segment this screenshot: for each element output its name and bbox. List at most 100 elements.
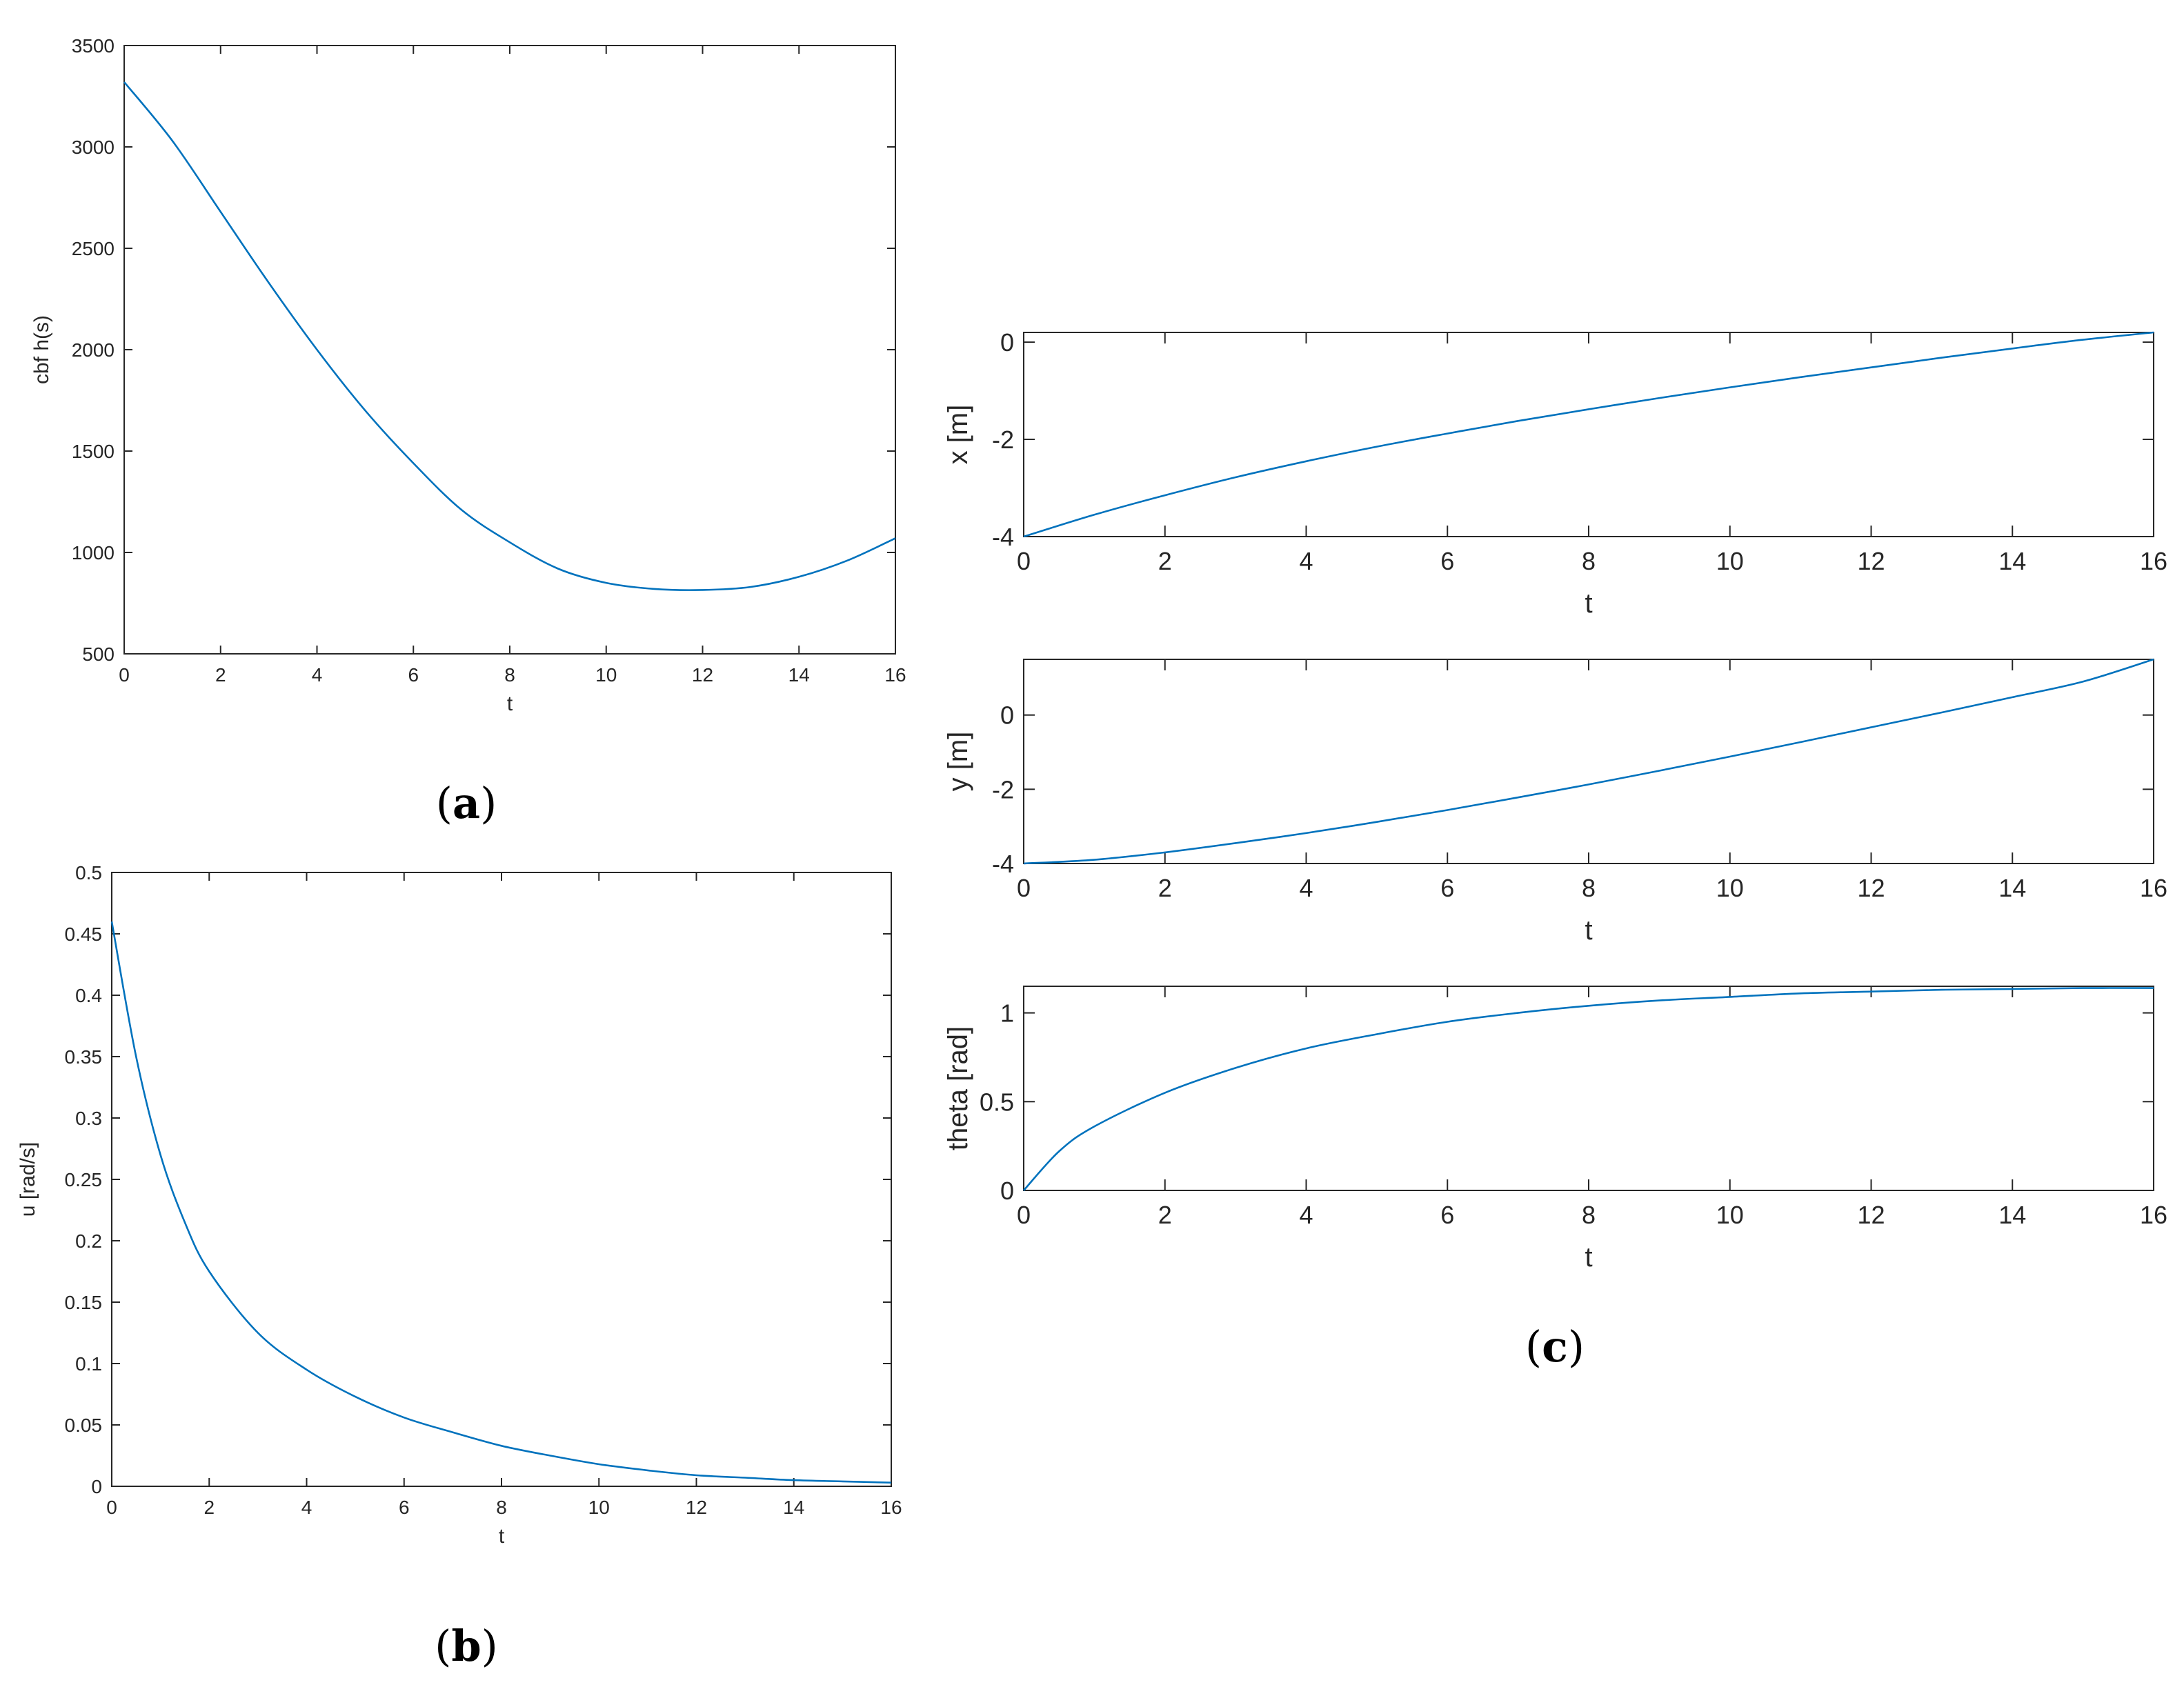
x-tick-label: 4 (1299, 547, 1313, 575)
y-tick-label: 0.5 (75, 862, 102, 884)
x-tick-label: 12 (692, 664, 713, 686)
x-tick-label: 6 (1440, 1201, 1454, 1229)
x-axis-label: t (499, 1525, 505, 1548)
chart-c2: 0 2 4 6 8 10 12 14 16 -4 -2 0 t y [m] (943, 658, 2167, 946)
x-tick-label: 10 (1716, 1201, 1744, 1229)
y-axis-label: u [rad/s] (17, 1142, 39, 1217)
x-tick-label: 16 (884, 664, 906, 686)
x-tick-label: 4 (1299, 874, 1313, 902)
x-tick-label: 0 (1017, 1201, 1031, 1229)
x-tick-label: 4 (312, 664, 323, 686)
series-line-c1 (1023, 331, 2154, 538)
x-tick-label: 8 (1582, 874, 1596, 902)
chart-b: 0 2 4 6 8 10 12 14 16 0 0.05 0.1 0.15 0.2 0.25 0.3 0.35 0… (17, 862, 902, 1671)
x-tick-label: 10 (1716, 874, 1744, 902)
x-tick-label: 6 (1440, 547, 1454, 575)
x-tick-label: 10 (1716, 547, 1744, 575)
x-tick-label: 4 (1299, 1201, 1313, 1229)
y-tick-label: 0.05 (65, 1415, 103, 1436)
x-tick-label: 2 (203, 1497, 215, 1518)
series-line-c2 (1023, 658, 2154, 865)
series-line-a (123, 81, 896, 591)
y-tick-label: 0 (1000, 701, 1014, 730)
y-axis-label: theta [rad] (943, 1026, 973, 1150)
x-tick-label: 0 (119, 664, 130, 686)
x-tick-label: 2 (1158, 547, 1172, 575)
x-tick-label: 6 (408, 664, 419, 686)
y-axis-label: x [m] (943, 405, 973, 465)
x-tick-label: 6 (1440, 874, 1454, 902)
y-tick-label: 1 (1000, 999, 1014, 1028)
plot-area-frame (1023, 332, 2154, 537)
y-tick-label: 0.3 (75, 1108, 102, 1129)
y-axis-label: y [m] (943, 732, 973, 792)
chart-c1: 0 2 4 6 8 10 12 14 16 -4 -2 0 t x [m] (943, 328, 2167, 619)
x-tick-label: 14 (783, 1497, 804, 1518)
x-axis-label: t (1585, 915, 1592, 946)
x-tick-label: 12 (1857, 1201, 1885, 1229)
x-tick-label: 12 (686, 1497, 707, 1518)
y-tick-label: -2 (992, 775, 1014, 803)
x-tick-label: 2 (1158, 874, 1172, 902)
y-tick-label: 3500 (72, 35, 115, 57)
x-tick-label: 16 (2140, 547, 2167, 575)
y-tick-label: -2 (992, 426, 1014, 454)
y-tick-label: 0.1 (75, 1353, 102, 1375)
subfigure-caption-c3: (c) (1525, 1321, 1585, 1372)
y-axis-label: cbf h(s) (30, 315, 53, 384)
subfigure-caption-b: (b) (435, 1621, 498, 1671)
x-tick-label: 16 (2140, 874, 2167, 902)
series-line-c3 (1023, 987, 2154, 1191)
x-tick-label: 0 (106, 1497, 117, 1518)
y-tick-label: 3000 (72, 137, 115, 158)
y-tick-label: 0.15 (65, 1292, 103, 1313)
y-tick-label: 0 (1000, 328, 1014, 357)
x-tick-label: 12 (1857, 547, 1885, 575)
y-tick-label: 0.35 (65, 1046, 103, 1068)
x-tick-label: 6 (399, 1497, 410, 1518)
y-tick-label: 0.4 (75, 985, 102, 1006)
chart-a: 0 2 4 6 8 10 12 14 16 500 1000 1500 2000 2500 3000 3500… (30, 35, 906, 828)
x-tick-label: 14 (1998, 547, 2026, 575)
y-tick-label: 0 (91, 1476, 102, 1497)
series-line-b (110, 921, 892, 1484)
y-tick-label: 1500 (72, 441, 115, 462)
x-tick-label: 14 (1998, 874, 2026, 902)
subfigure-caption-a: (a) (436, 778, 497, 828)
x-tick-label: 8 (504, 664, 515, 686)
y-tick-label: 1000 (72, 542, 115, 563)
x-tick-label: 8 (1582, 547, 1596, 575)
y-tick-label: -4 (992, 850, 1014, 878)
y-tick-label: 500 (82, 643, 115, 665)
x-tick-label: 4 (301, 1497, 312, 1518)
x-tick-label: 16 (880, 1497, 902, 1518)
y-tick-label: 0.25 (65, 1169, 103, 1190)
y-tick-label: 0.2 (75, 1230, 102, 1252)
y-tick-label: 0.45 (65, 924, 103, 945)
x-axis-label: t (1585, 588, 1592, 619)
plot-area-frame (111, 872, 892, 1487)
y-tick-label: 2000 (72, 339, 115, 361)
x-tick-label: 0 (1017, 547, 1031, 575)
y-tick-label: 0 (1000, 1177, 1014, 1205)
x-tick-label: 0 (1017, 874, 1031, 902)
x-tick-label: 2 (1158, 1201, 1172, 1229)
x-axis-label: t (507, 692, 513, 715)
x-tick-label: 10 (588, 1497, 610, 1518)
x-tick-label: 8 (1582, 1201, 1596, 1229)
x-tick-label: 14 (788, 664, 810, 686)
x-tick-label: 8 (496, 1497, 507, 1518)
plot-area-frame (123, 45, 896, 655)
x-tick-label: 2 (215, 664, 226, 686)
chart-c3: 0 2 4 6 8 10 12 14 16 0 0.5 1 t theta [rad] (c) (943, 986, 2167, 1372)
y-tick-label: 0.5 (980, 1088, 1014, 1116)
y-tick-label: 2500 (72, 238, 115, 259)
plot-area-frame (1023, 659, 2154, 864)
x-tick-label: 10 (595, 664, 617, 686)
x-tick-label: 12 (1857, 874, 1885, 902)
plot-area-frame (1023, 986, 2154, 1191)
x-axis-label: t (1585, 1242, 1592, 1272)
x-tick-label: 16 (2140, 1201, 2167, 1229)
x-tick-label: 14 (1998, 1201, 2026, 1229)
